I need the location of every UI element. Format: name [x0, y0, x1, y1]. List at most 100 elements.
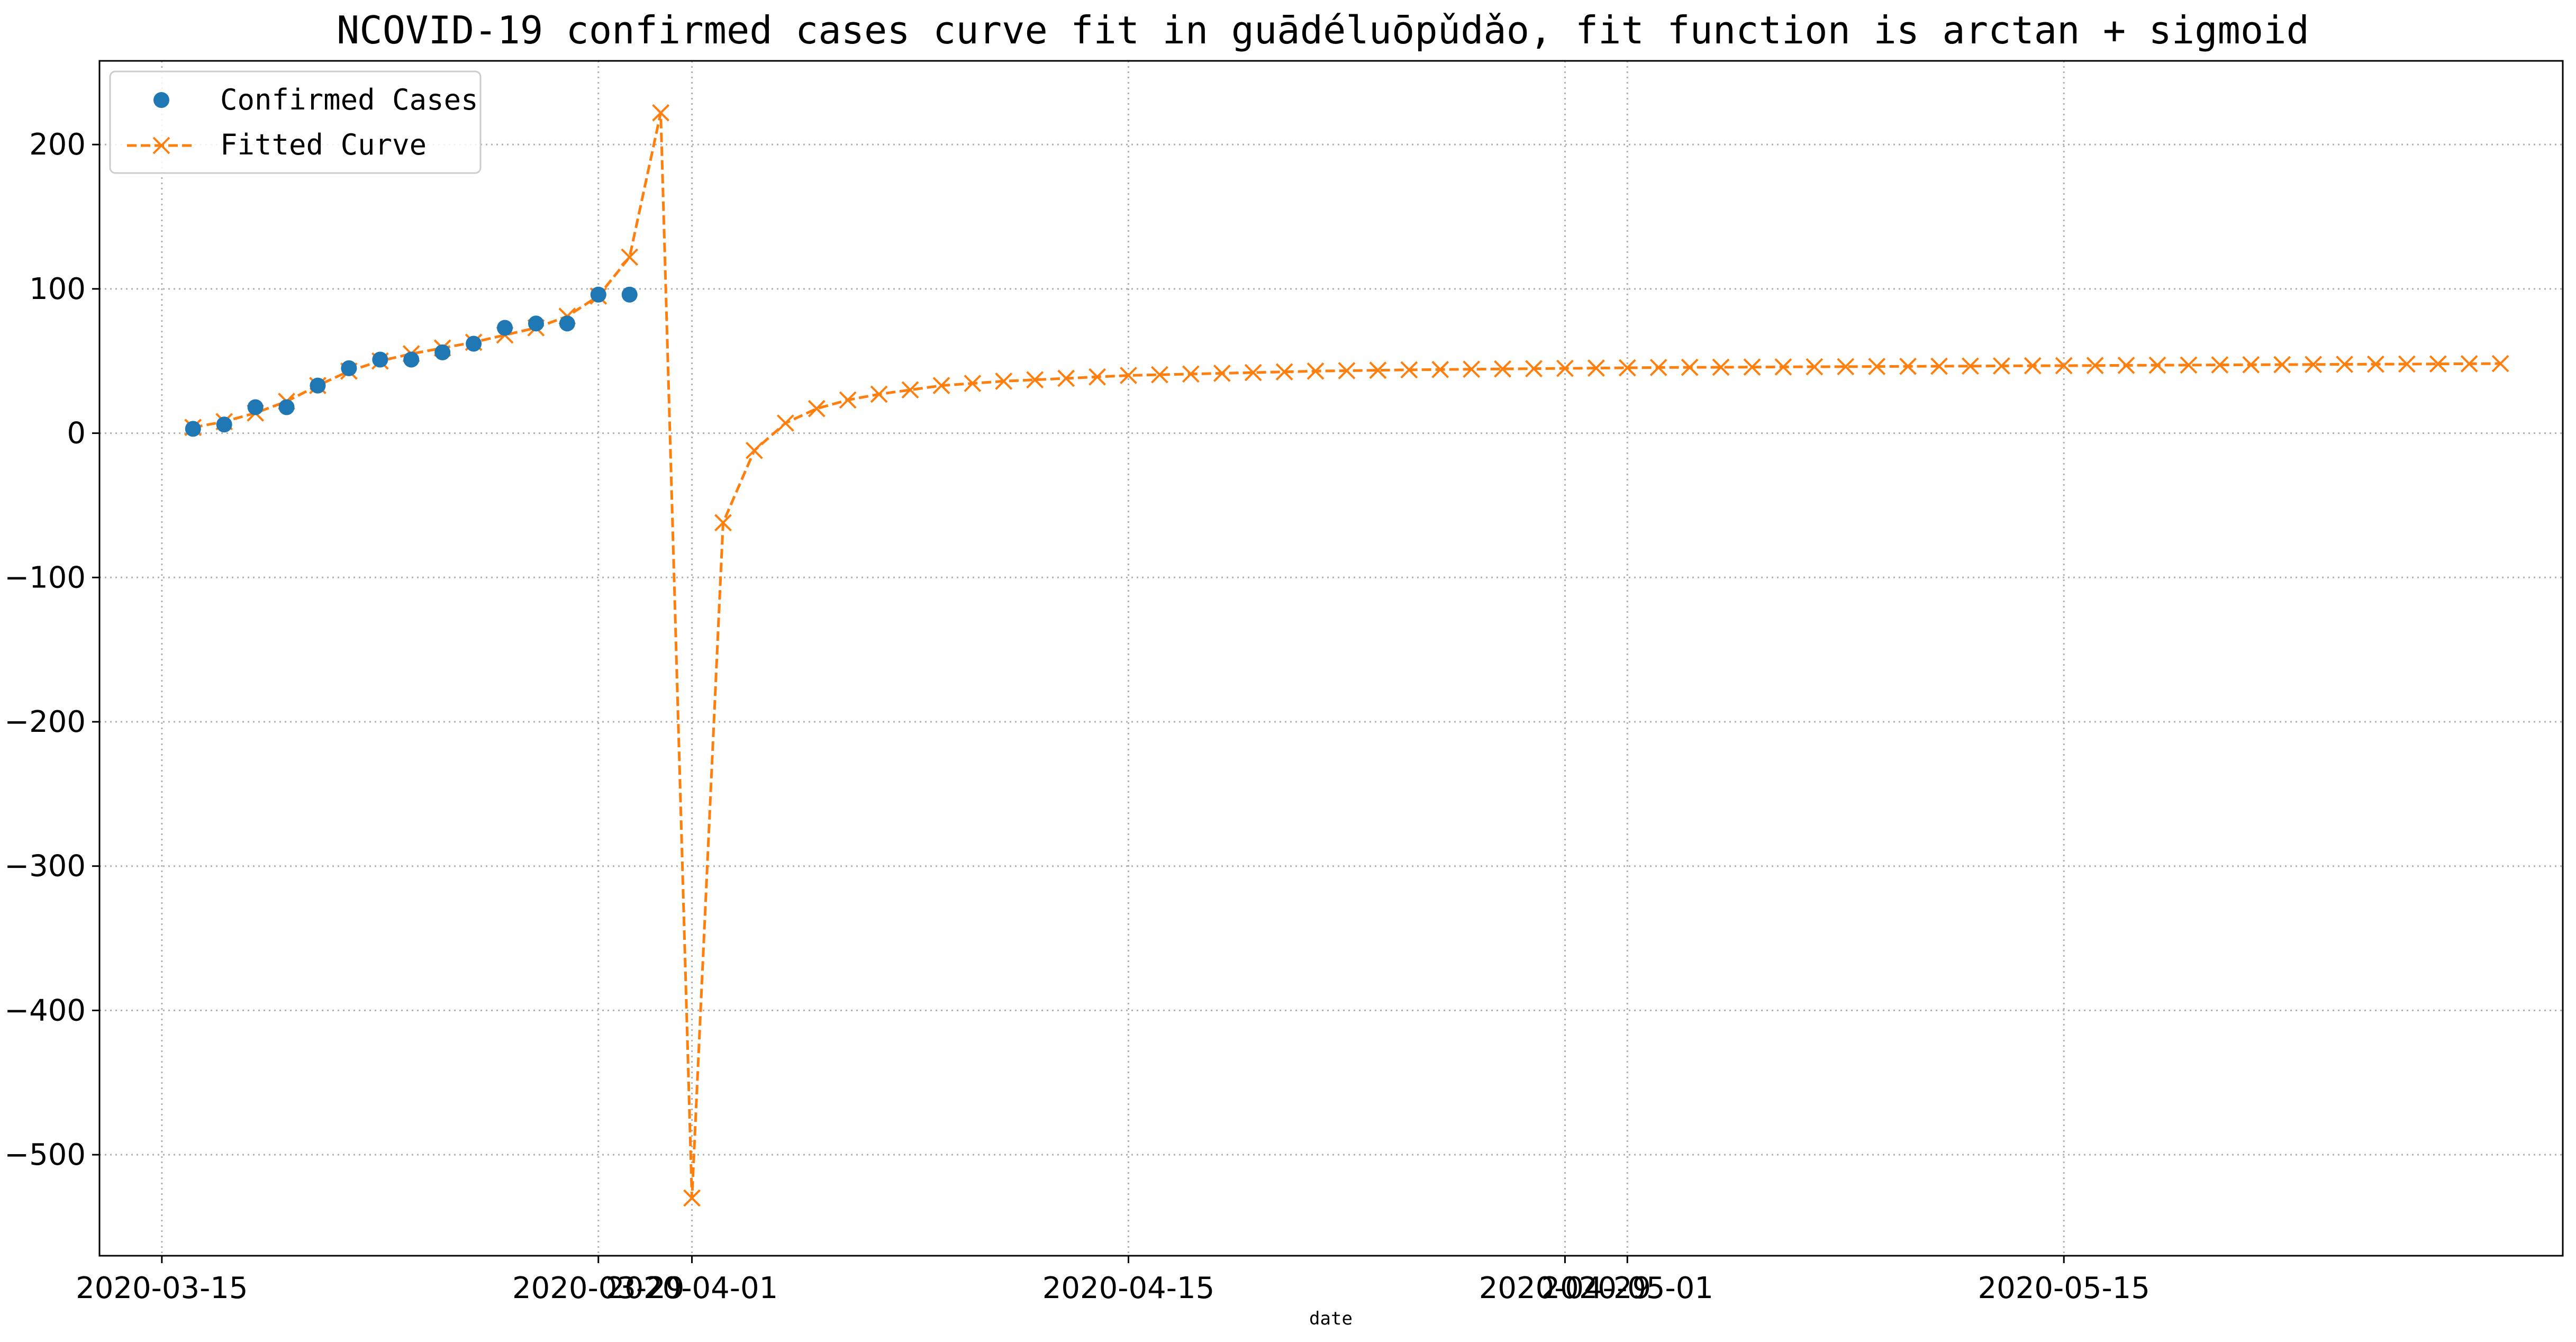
fitted-curve-point	[1868, 358, 1886, 376]
x-marker-stroke	[2398, 355, 2416, 373]
fitted-curve-point	[1681, 358, 1699, 376]
axis-layer: −500 −400 −300 −200 −100 0 100 200 2020-03-15 202…	[4, 128, 2150, 1305]
chart-title: NCOVID-19 confirmed cases curve fit in g…	[337, 8, 2309, 52]
x-marker-stroke	[2460, 355, 2478, 373]
x-marker-stroke	[1525, 360, 1543, 378]
y-tick-label: 100	[29, 272, 86, 306]
x-marker-stroke	[1587, 359, 1605, 377]
y-tick-label: −200	[4, 705, 86, 739]
fitted-curve-point	[1275, 363, 1293, 381]
fitted-curve-point	[901, 381, 919, 399]
x-marker-stroke	[1089, 368, 1106, 386]
confirmed-case-point	[590, 286, 606, 303]
x-marker-stroke	[1743, 358, 1761, 376]
fitted-curve-point	[1992, 357, 2010, 375]
fitted-curve-point	[1525, 360, 1543, 378]
x-marker-stroke	[1712, 358, 1730, 376]
confirmed-case-point	[278, 399, 295, 415]
fitted-curve-point	[1307, 362, 1325, 380]
fitted-curve-point	[1494, 360, 1511, 378]
fitted-curve-point	[1930, 357, 1948, 375]
y-tick-label: 200	[29, 128, 86, 162]
x-tick-label: 2020-03-29	[512, 1271, 684, 1305]
x-marker-stroke	[2273, 356, 2291, 374]
fitted-curve-point	[1400, 361, 1418, 379]
fitted-curve-point	[2273, 356, 2291, 374]
fitted-curve-point	[1151, 366, 1168, 384]
x-marker-stroke	[901, 381, 919, 399]
x-tick-label: 2020-05-01	[1541, 1271, 1713, 1305]
confirmed-case-point	[185, 421, 201, 437]
fitted-curve-point	[1962, 357, 1979, 375]
confirmed-case-point	[528, 315, 544, 332]
x-marker-stroke	[1556, 359, 1574, 377]
legend-label-fitted: Fitted Curve	[220, 128, 427, 161]
legend: Confirmed Cases Fitted Curve	[109, 70, 482, 174]
x-marker-stroke	[1400, 361, 1418, 379]
fitted-curve-point	[1213, 364, 1231, 382]
y-tick-label: −300	[4, 849, 86, 884]
x-marker-stroke	[152, 137, 170, 155]
fitted-curve-point	[2180, 356, 2198, 374]
fitted-curve-point	[2429, 355, 2447, 373]
x-marker-stroke	[870, 385, 888, 403]
fitted-curve-point	[2491, 355, 2509, 373]
fitted-curve-point	[1463, 360, 1481, 378]
fitted-curve-point	[2460, 355, 2478, 373]
x-marker-stroke	[1649, 359, 1667, 376]
x-marker-stroke	[745, 441, 763, 459]
fitted-curve-point	[1089, 368, 1106, 386]
x-marker-stroke	[2305, 356, 2323, 374]
fitted-curve-point	[1182, 365, 1200, 383]
x-tick-label: 2020-04-29	[1479, 1271, 1651, 1305]
confirmed-case-point	[372, 351, 388, 368]
fitted-curve-point	[621, 248, 639, 266]
x-marker-stroke	[1618, 359, 1636, 377]
confirmed-case-point	[403, 351, 420, 368]
x-marker-stroke	[1120, 367, 1137, 384]
fitted-curve-point	[932, 377, 950, 395]
fitted-curve-point	[2336, 356, 2353, 373]
x-marker-stroke	[995, 372, 1013, 390]
x-marker-stroke	[1431, 360, 1449, 378]
x-marker-stroke	[1307, 362, 1325, 380]
fitted-curve-point	[1774, 358, 1792, 376]
x-marker-stroke	[776, 414, 794, 432]
fitted-curve-point	[1649, 359, 1667, 376]
x-marker-stroke	[683, 1189, 701, 1207]
y-tick-label: −100	[4, 560, 86, 595]
fitted-curve-point	[808, 400, 826, 418]
x-marker-stroke	[808, 400, 826, 418]
x-marker-stroke	[1213, 364, 1231, 382]
legend-marker-confirmed	[153, 92, 169, 108]
x-axis-label: date	[1309, 1308, 1353, 1329]
x-marker-stroke	[1369, 361, 1387, 379]
x-marker-stroke	[932, 377, 950, 395]
x-marker-stroke	[1151, 366, 1168, 384]
fitted-curve-point	[1587, 359, 1605, 377]
x-marker-stroke	[652, 104, 670, 122]
x-marker-stroke	[2024, 357, 2042, 375]
fitted-curve-point	[2398, 355, 2416, 373]
fitted-curve-point	[1556, 359, 1574, 377]
confirmed-case-point	[310, 377, 326, 394]
fitted-curve-point	[2305, 356, 2323, 374]
x-marker-stroke	[1338, 362, 1356, 379]
fitted-curve-point	[776, 414, 794, 432]
x-marker-stroke	[2429, 355, 2447, 373]
confirmed-case-point	[466, 336, 482, 352]
fitted-curve-point	[995, 372, 1013, 390]
x-marker-stroke	[964, 375, 982, 392]
x-tick-label: 2020-04-01	[606, 1271, 778, 1305]
x-marker-stroke	[1837, 358, 1855, 376]
fitted-curve-point	[2211, 356, 2229, 374]
confirmed-case-point	[216, 416, 232, 433]
fitted-curve-point	[839, 391, 857, 409]
confirmed-case-point	[341, 360, 357, 376]
fitted-curve-point	[1899, 357, 1917, 375]
x-marker-stroke	[1057, 369, 1075, 387]
x-marker-stroke	[2180, 356, 2198, 374]
fitted-curve-point	[1369, 361, 1387, 379]
fitted-curve-point	[1712, 358, 1730, 376]
